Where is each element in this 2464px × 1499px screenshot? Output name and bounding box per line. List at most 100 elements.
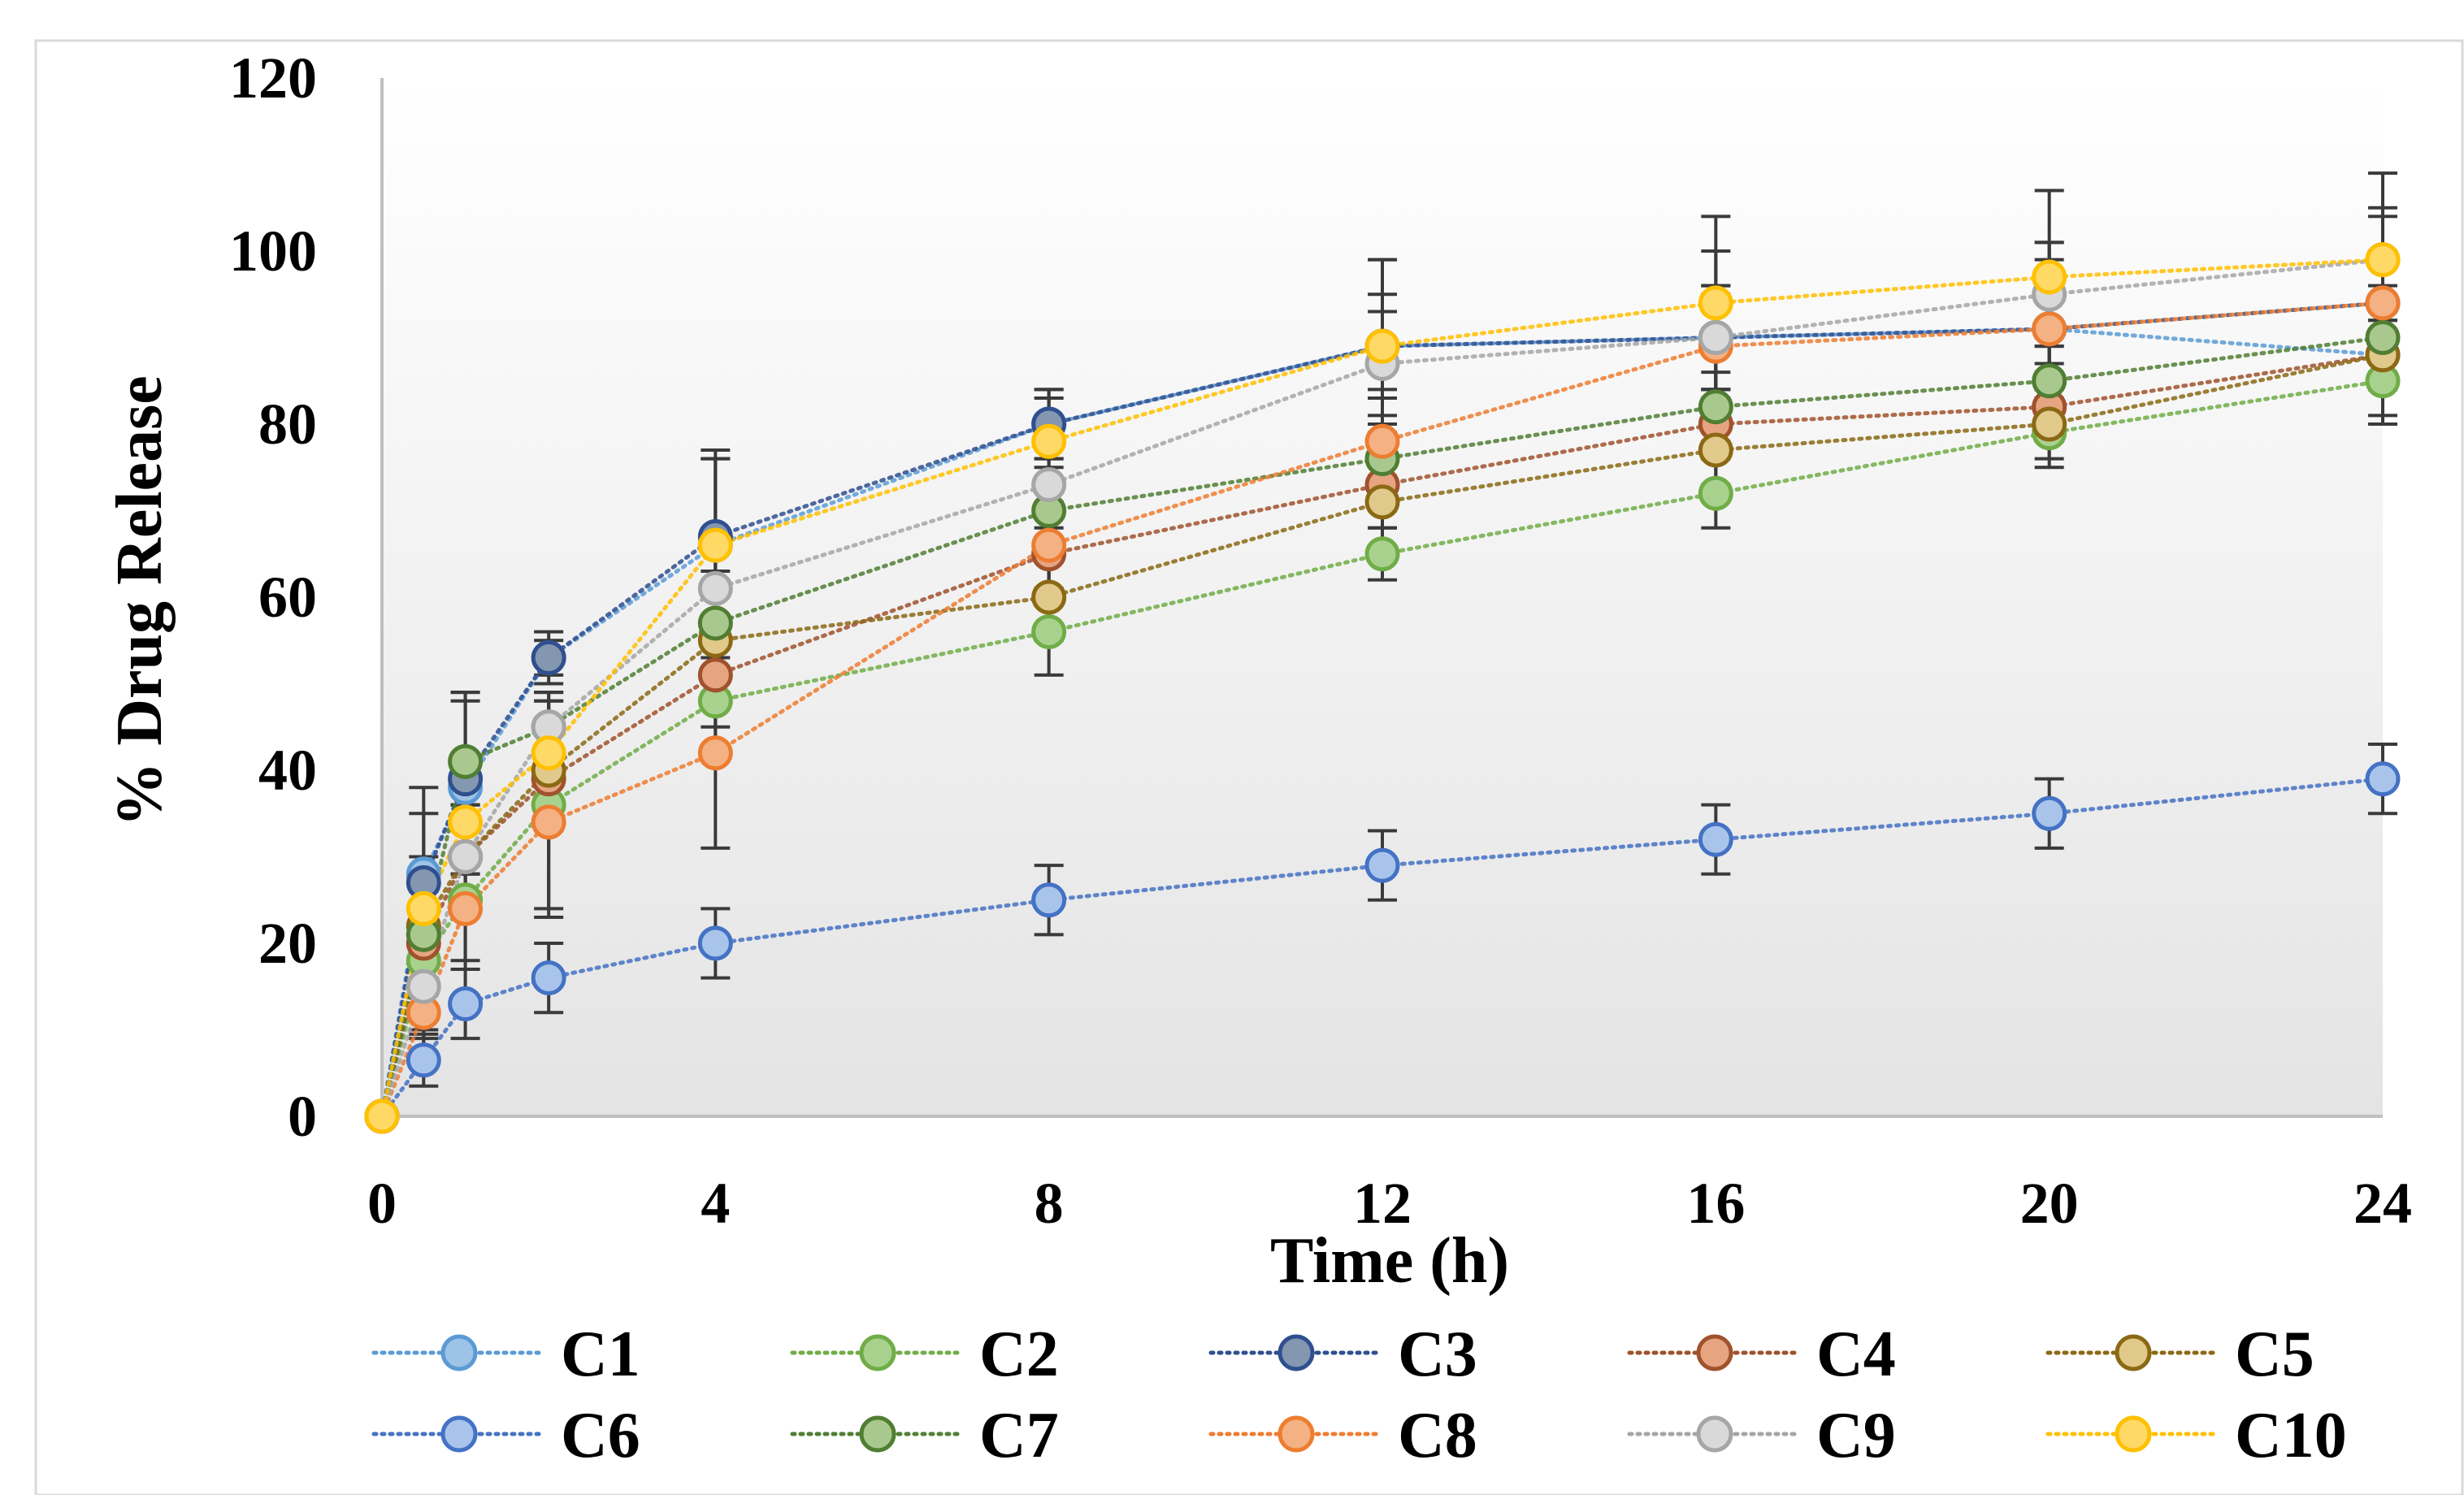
legend-label: C10: [2235, 1400, 2347, 1471]
data-point-c6: [1364, 847, 1400, 883]
legend-label: C1: [561, 1319, 640, 1390]
legend-marker: [859, 1334, 896, 1371]
series-line-c7: [380, 336, 2385, 1119]
legend-label: C2: [979, 1319, 1059, 1390]
series-line-c2: [380, 379, 2385, 1119]
data-point-c10: [1698, 285, 1733, 321]
data-point-c8: [2032, 311, 2067, 347]
data-point-c9: [1698, 320, 1733, 355]
y-tick-label: 40: [258, 738, 317, 803]
legend-item-c6: C6: [371, 1400, 640, 1471]
data-point-c2: [1698, 475, 1733, 511]
data-point-c9: [448, 839, 484, 874]
legend-item-c1: C1: [371, 1319, 640, 1390]
series-points: [364, 242, 2401, 1134]
series-line-c10: [380, 258, 2385, 1119]
data-point-c6: [406, 1042, 441, 1078]
legend-label: C8: [1398, 1400, 1477, 1471]
data-point-c10: [697, 527, 733, 563]
legend-marker: [2115, 1415, 2152, 1453]
data-point-c9: [697, 570, 733, 606]
series-line-c6: [380, 777, 2385, 1119]
legend-item-c4: C4: [1627, 1319, 1896, 1390]
data-point-c6: [697, 925, 733, 961]
legend-marker: [1696, 1334, 1733, 1371]
y-tick-label: 120: [229, 45, 317, 110]
data-point-c6: [1031, 882, 1067, 918]
data-point-c2: [1031, 614, 1067, 650]
data-point-c8: [2365, 285, 2401, 321]
data-point-c8: [1031, 527, 1067, 563]
data-point-c10: [448, 804, 484, 840]
x-tick-label: 8: [1035, 1171, 1064, 1236]
data-point-c5: [1698, 432, 1733, 468]
series-line-c5: [380, 353, 2385, 1119]
data-point-c2: [1364, 536, 1400, 572]
data-point-c5: [2032, 406, 2067, 442]
series-line-c3: [380, 301, 2385, 1119]
legend-marker: [1278, 1334, 1315, 1371]
x-tick-label: 0: [367, 1171, 397, 1236]
data-point-c5: [1031, 579, 1067, 615]
data-point-c8: [1364, 423, 1400, 459]
data-point-c6: [448, 986, 484, 1022]
x-tick-label: 20: [2020, 1171, 2079, 1236]
legend-item-c5: C5: [2045, 1319, 2314, 1390]
y-axis-title: % Drug Release: [104, 375, 176, 826]
legend-label: C4: [1816, 1319, 1896, 1390]
data-point-c10: [531, 735, 566, 771]
data-point-c10: [406, 890, 441, 926]
data-point-c10: [2032, 259, 2067, 295]
legend-label: C7: [979, 1400, 1059, 1471]
x-tick-label: 4: [701, 1171, 730, 1236]
y-tick-label: 100: [229, 219, 317, 284]
data-point-c7: [2365, 320, 2401, 355]
data-point-c6: [2032, 795, 2067, 831]
y-tick-labels: 0 20 40 60 80 100 120: [229, 45, 317, 1149]
data-point-c3: [531, 640, 566, 676]
legend: C1 C2 C3 C4 C5 C6 C7 C8 C9 C10: [371, 1319, 2347, 1471]
data-point-c7: [697, 605, 733, 641]
series-line-c4: [380, 353, 2385, 1119]
data-point-c8: [531, 804, 566, 840]
data-point-c9: [1031, 467, 1067, 503]
legend-item-c3: C3: [1208, 1319, 1477, 1390]
y-tick-label: 0: [288, 1084, 317, 1149]
data-point-c10: [1031, 423, 1067, 459]
legend-marker: [2115, 1334, 2152, 1371]
x-tick-label: 24: [2353, 1171, 2412, 1236]
y-tick-label: 80: [258, 392, 317, 457]
data-point-c10: [1364, 328, 1400, 364]
legend-item-c9: C9: [1627, 1400, 1896, 1471]
data-point-c7: [448, 743, 484, 779]
data-point-c6: [1698, 821, 1733, 857]
x-tick-label: 16: [1686, 1171, 1745, 1236]
data-point-c4: [697, 657, 733, 693]
legend-label: C6: [561, 1400, 640, 1471]
y-tick-label: 60: [258, 565, 317, 630]
data-point-c6: [531, 960, 566, 996]
x-tick-label: 12: [1353, 1171, 1412, 1236]
y-tick-label: 20: [258, 911, 317, 976]
data-point-c7: [2032, 363, 2067, 399]
data-point-c5: [1364, 484, 1400, 520]
data-point-c6: [2365, 761, 2401, 797]
legend-item-c10: C10: [2045, 1400, 2347, 1471]
plot-area: [382, 78, 2383, 1116]
legend-marker: [1278, 1415, 1315, 1453]
data-point-c10: [2365, 242, 2401, 278]
series-line-c9: [380, 258, 2385, 1119]
data-point-c7: [1698, 389, 1733, 425]
data-point-c8: [448, 890, 484, 926]
legend-label: C5: [2235, 1319, 2314, 1390]
data-point-c9: [406, 968, 441, 1004]
legend-label: C3: [1398, 1319, 1477, 1390]
series-line-c8: [380, 301, 2385, 1119]
series-lines: [380, 258, 2385, 1119]
legend-marker: [440, 1415, 478, 1453]
x-tick-labels: 0 4 8 12 16 20 24: [367, 1171, 2412, 1236]
x-axis-title: Time (h): [1270, 1225, 1509, 1297]
legend-item-c2: C2: [790, 1319, 1059, 1390]
